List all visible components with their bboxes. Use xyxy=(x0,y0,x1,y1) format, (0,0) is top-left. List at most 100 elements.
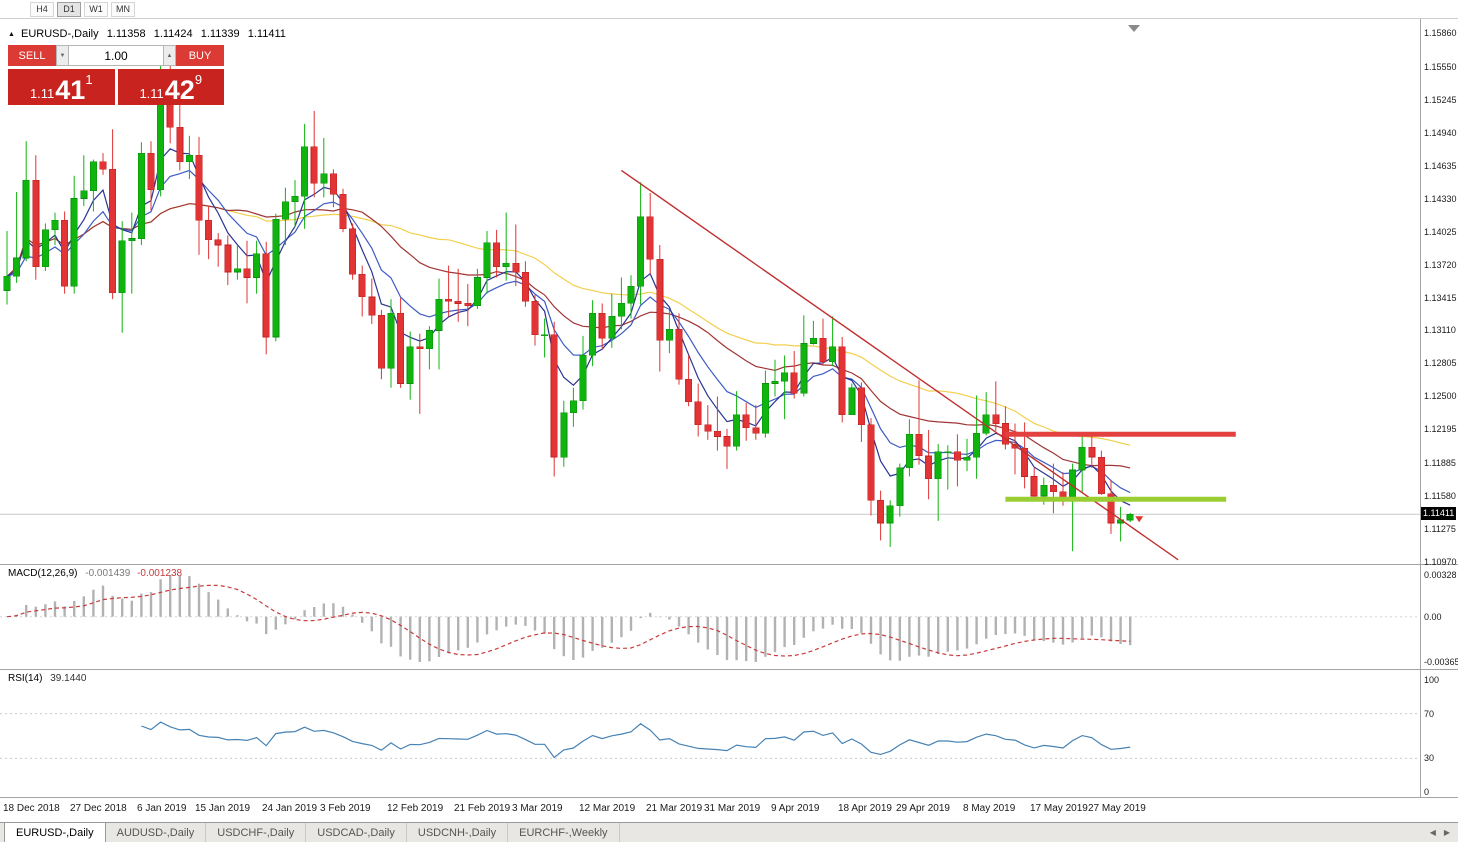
timeframe-button-d1[interactable]: D1 xyxy=(57,1,81,17)
date-axis[interactable]: 18 Dec 2018 27 Dec 2018 6 Jan 2019 15 Jan 2… xyxy=(0,798,1458,822)
rsi-chart[interactable] xyxy=(0,670,1420,798)
date-axis-label: 24 Jan 2019 xyxy=(262,803,318,814)
buy-price-button[interactable]: 1.11 42 9 xyxy=(117,69,224,105)
current-price-tag: 1.11411 xyxy=(1421,507,1457,520)
macd-axis[interactable]: 0.00328 0.00 -0.00365 xyxy=(1421,565,1458,669)
date-axis-label: 3 Mar 2019 xyxy=(512,803,563,814)
volume-input[interactable] xyxy=(69,45,163,66)
rsi-axis-label: 100 xyxy=(1424,675,1440,685)
macd-axis-label: 0.00 xyxy=(1424,612,1442,622)
chart-tab[interactable]: EURCHF-,Weekly xyxy=(508,823,620,842)
axis-separator xyxy=(1420,19,1421,798)
timeframe-button-mn[interactable]: MN xyxy=(111,1,135,17)
volume-increase-button[interactable]: ▲ xyxy=(163,45,176,66)
rsi-label: RSI(14) xyxy=(8,673,43,684)
macd-panel[interactable]: 0.00328 0.00 -0.00365 MACD(12,26,9) -0.001… xyxy=(0,565,1458,670)
price-axis-label: 1.10970 xyxy=(1424,557,1457,567)
chart-tabs: EURUSD-,Daily AUDUSD-,Daily USDCHF-,Daily U… xyxy=(0,822,620,842)
rsi-axis[interactable]: 100 70 30 0 xyxy=(1421,670,1458,797)
rsi-panel[interactable]: 100 70 30 0 RSI(14) 39.1440 xyxy=(0,670,1458,798)
date-axis-label: 15 Jan 2019 xyxy=(195,803,251,814)
date-axis-label: 6 Jan 2019 xyxy=(137,803,187,814)
price-axis-label: 1.13110 xyxy=(1424,325,1456,335)
date-axis-label: 27 May 2019 xyxy=(1088,803,1146,814)
candlestick-chart[interactable] xyxy=(0,19,1420,565)
chart-tab[interactable]: USDCNH-,Daily xyxy=(407,823,509,842)
price-axis[interactable]: 1.15860 1.15550 1.15245 1.14940 1.14635 1.143… xyxy=(1421,19,1458,567)
price-axis-label: 1.11885 xyxy=(1424,458,1456,468)
chart-tab[interactable]: EURUSD-,Daily xyxy=(4,822,106,842)
price-axis-label: 1.11580 xyxy=(1424,491,1456,501)
ask-price-sup: 9 xyxy=(194,72,203,87)
date-axis-label: 27 Dec 2018 xyxy=(70,803,127,814)
one-click-trade-panel: SELL ▼ ▲ BUY 1.11 41 1 xyxy=(8,45,224,105)
price-axis-label: 1.12805 xyxy=(1424,358,1457,368)
low-value: 1.11339 xyxy=(200,28,240,40)
price-axis-label: 1.14330 xyxy=(1424,194,1457,204)
symbol-marker-icon: ▲ xyxy=(8,31,15,38)
rsi-header: RSI(14) 39.1440 xyxy=(8,673,86,684)
macd-header: MACD(12,26,9) -0.001439 -0.001238 xyxy=(8,568,182,579)
price-axis-label: 1.14025 xyxy=(1424,227,1457,237)
price-axis-label: 1.14940 xyxy=(1424,128,1457,138)
date-axis-label: 18 Dec 2018 xyxy=(3,803,60,814)
chart-symbol-label: EURUSD-,Daily xyxy=(21,28,99,40)
rsi-value: 39.1440 xyxy=(50,673,87,684)
macd-axis-label: 0.00328 xyxy=(1424,570,1457,580)
sell-button[interactable]: SELL xyxy=(8,45,56,66)
main-chart-panel[interactable]: 1.15860 1.15550 1.15245 1.14940 1.14635 1.143… xyxy=(0,19,1458,567)
close-value: 1.11411 xyxy=(247,28,286,40)
date-axis-label: 21 Feb 2019 xyxy=(454,803,511,814)
price-axis-label: 1.13415 xyxy=(1424,293,1457,303)
volume-decrease-button[interactable]: ▼ xyxy=(56,45,69,66)
macd-chart[interactable] xyxy=(0,565,1420,670)
tab-scroll-left-icon[interactable]: ◀ xyxy=(1429,827,1436,837)
macd-signal-value: -0.001238 xyxy=(137,568,183,579)
timeframe-button-group: H4 D1 W1 MN xyxy=(30,1,135,17)
date-axis-label: 21 Mar 2019 xyxy=(646,803,703,814)
macd-axis-label: -0.00365 xyxy=(1424,657,1458,667)
timeframe-button-h4[interactable]: H4 xyxy=(30,1,54,17)
chart-tab[interactable]: AUDUSD-,Daily xyxy=(106,823,207,842)
date-axis-label: 12 Feb 2019 xyxy=(387,803,444,814)
rsi-axis-label: 30 xyxy=(1424,753,1435,763)
buy-button[interactable]: BUY xyxy=(176,45,224,66)
price-axis-label: 1.15860 xyxy=(1424,28,1457,38)
ask-price-prefix: 1.11 xyxy=(139,86,164,101)
macd-main-value: -0.001439 xyxy=(85,568,131,579)
date-axis-label: 9 Apr 2019 xyxy=(771,803,820,814)
price-axis-label: 1.15245 xyxy=(1424,95,1457,105)
date-axis-label: 29 Apr 2019 xyxy=(896,803,950,814)
date-axis-label: 8 May 2019 xyxy=(963,803,1016,814)
price-axis-label: 1.12195 xyxy=(1424,424,1457,434)
date-axis-label: 17 May 2019 xyxy=(1030,803,1088,814)
high-value: 1.11424 xyxy=(153,28,193,40)
timeframe-toolbar: H4 D1 W1 MN xyxy=(0,0,1458,19)
price-axis-label: 1.13720 xyxy=(1424,260,1457,270)
bid-price-prefix: 1.11 xyxy=(29,86,55,101)
price-axis-label: 1.12500 xyxy=(1424,391,1457,401)
chart-tab[interactable]: USDCAD-,Daily xyxy=(306,823,407,842)
price-axis-label: 1.14635 xyxy=(1424,161,1457,171)
tab-scroll-right-icon[interactable]: ▶ xyxy=(1443,827,1450,837)
date-axis-label: 18 Apr 2019 xyxy=(838,803,892,814)
timeframe-button-w1[interactable]: W1 xyxy=(84,1,108,17)
price-axis-label: 1.11275 xyxy=(1424,524,1456,534)
triangle-down-icon: ▼ xyxy=(59,52,66,59)
bid-price-sup: 1 xyxy=(85,72,93,87)
rsi-axis-label: 70 xyxy=(1424,709,1435,719)
date-axis-label: 12 Mar 2019 xyxy=(579,803,636,814)
sell-price-button[interactable]: 1.11 41 1 xyxy=(8,69,115,105)
macd-label: MACD(12,26,9) xyxy=(8,568,78,579)
date-axis-label: 31 Mar 2019 xyxy=(704,803,761,814)
chart-tab[interactable]: USDCHF-,Daily xyxy=(206,823,307,842)
chart-region: 1.15860 1.15550 1.15245 1.14940 1.14635 1.143… xyxy=(0,19,1458,822)
ask-price-big: 42 xyxy=(164,75,195,105)
price-axis-label: 1.15550 xyxy=(1424,62,1457,72)
triangle-up-icon: ▲ xyxy=(166,52,173,59)
chart-tab-bar: EURUSD-,Daily AUDUSD-,Daily USDCHF-,Daily U… xyxy=(0,822,1458,842)
date-axis-label: 3 Feb 2019 xyxy=(320,803,371,814)
bid-price-big: 41 xyxy=(55,75,86,105)
open-value: 1.11358 xyxy=(106,28,146,40)
